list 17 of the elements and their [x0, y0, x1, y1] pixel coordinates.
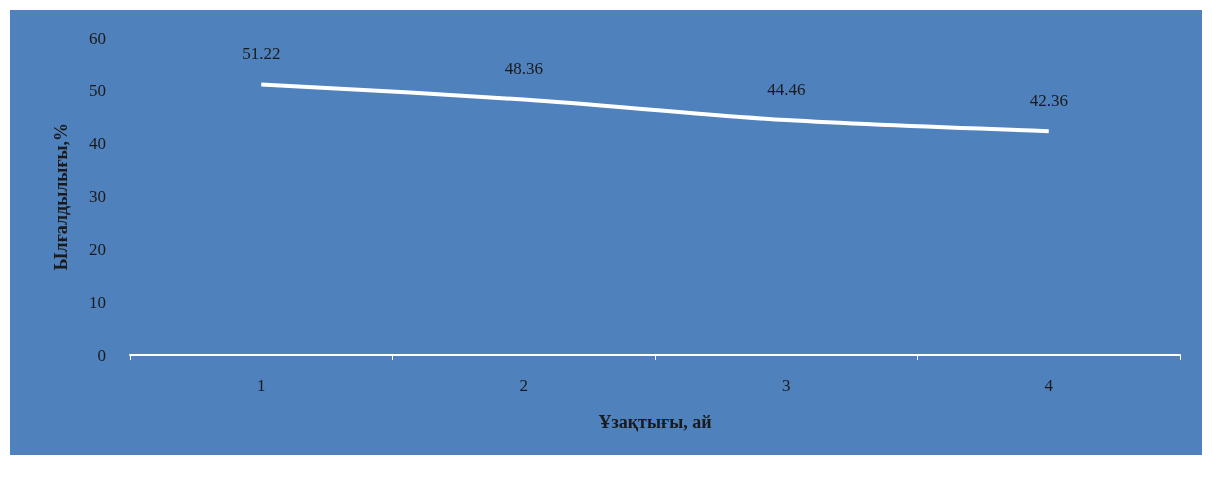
- data-label: 44.46: [767, 80, 806, 100]
- y-tick-label: 50: [89, 81, 106, 101]
- y-axis-title: Ылғалдылығы,%: [51, 122, 71, 271]
- data-label: 51.22: [242, 44, 281, 64]
- y-tick-label: 0: [97, 345, 106, 365]
- y-tick-label: 30: [89, 187, 106, 206]
- data-label: 42.36: [1029, 91, 1068, 111]
- x-axis-title: Ұзақтығы, ай: [598, 412, 712, 432]
- x-tick-label: 3: [782, 376, 791, 395]
- x-tick-label: 1: [257, 376, 266, 395]
- x-tick-label: 2: [519, 376, 528, 395]
- data-label: 48.36: [504, 59, 543, 79]
- x-tick-label: 4: [1044, 376, 1054, 395]
- y-tick-label: 20: [89, 239, 106, 259]
- y-tick-label: 10: [89, 292, 106, 312]
- y-tick-label: 60: [89, 28, 106, 48]
- y-tick-label: 40: [89, 134, 106, 154]
